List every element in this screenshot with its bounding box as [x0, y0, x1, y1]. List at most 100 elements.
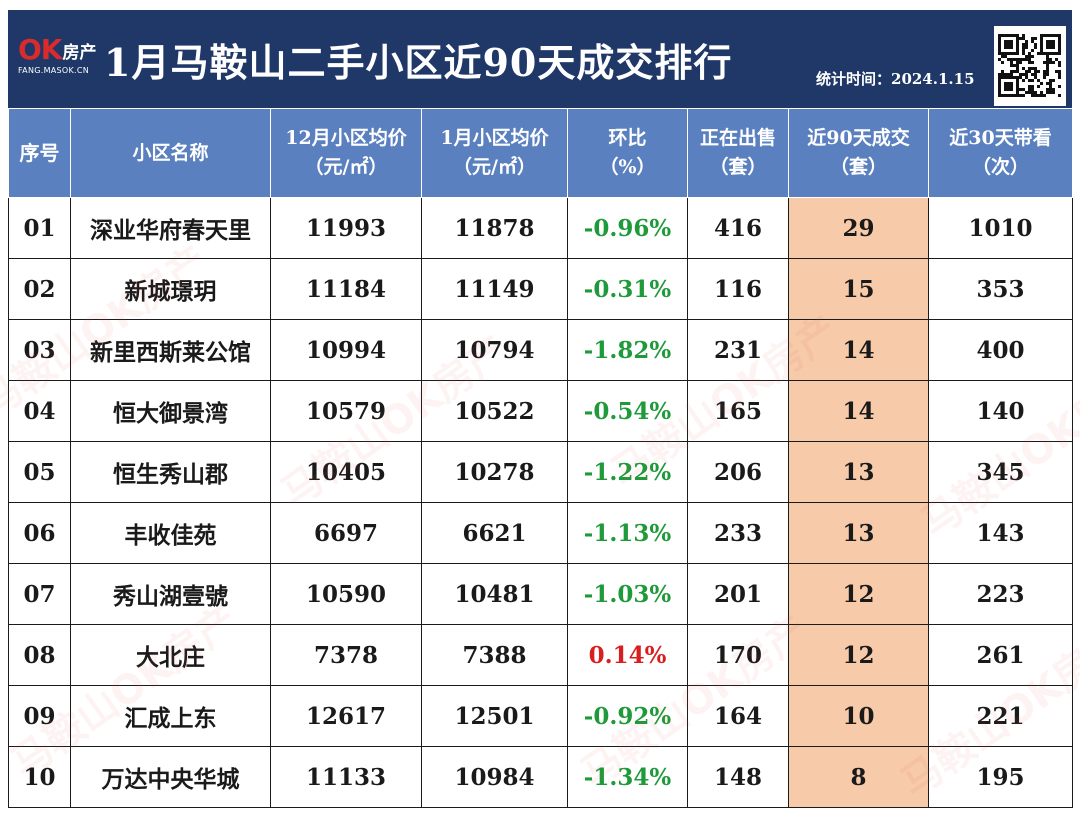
cell-on-sale: 170 [687, 624, 789, 686]
qr-code-icon [994, 26, 1066, 106]
title-banner: OK 房产 FANG.MASOK.CN 1月马鞍山二手小区近90天成交排行 统计… [8, 10, 1072, 108]
col-header-views-30: 近30天带看 （次） [928, 108, 1073, 198]
col-header-change-label: 环比 [608, 127, 647, 149]
table-row: 01 深业华府春天里 11993 11878 -0.96% 416 29 101… [8, 197, 1073, 259]
cell-name: 丰收佳苑 [70, 502, 271, 564]
table-row: 09 汇成上东 12617 12501 -0.92% 164 10 221 [8, 685, 1073, 747]
cell-name: 深业华府春天里 [70, 197, 271, 259]
cell-jan-price: 6621 [421, 502, 568, 564]
cell-dec-price: 6697 [270, 502, 422, 564]
table-row: 10 万达中央华城 11133 10984 -1.34% 148 8 195 [8, 746, 1073, 808]
cell-views-30: 1010 [928, 197, 1073, 259]
cell-views-30: 261 [928, 624, 1073, 686]
logo-brand-text: 房产 [62, 43, 97, 63]
cell-seq: 02 [8, 258, 71, 320]
cell-name: 恒大御景湾 [70, 380, 271, 442]
cell-change: -0.96% [567, 197, 688, 259]
col-header-dec-price-unit: （元/㎡） [304, 156, 388, 178]
cell-seq: 06 [8, 502, 71, 564]
stat-date: 统计时间：2024.1.15 [816, 70, 975, 88]
col-header-dec-price-label: 12月小区均价 [285, 127, 407, 149]
cell-name: 汇成上东 [70, 685, 271, 747]
cell-change: -1.82% [567, 319, 688, 381]
cell-on-sale: 116 [687, 258, 789, 320]
col-header-deals-90-label: 近90天成交 [807, 127, 910, 149]
cell-jan-price: 10794 [421, 319, 568, 381]
cell-deals-90: 12 [788, 563, 929, 625]
col-header-deals-90-unit: （套） [829, 156, 887, 178]
col-header-deals-90: 近90天成交 （套） [788, 108, 929, 198]
cell-dec-price: 11993 [270, 197, 422, 259]
cell-change: -1.34% [567, 746, 688, 808]
table-row: 04 恒大御景湾 10579 10522 -0.54% 165 14 140 [8, 380, 1073, 442]
cell-dec-price: 10994 [270, 319, 422, 381]
cell-dec-price: 11133 [270, 746, 422, 808]
cell-change: 0.14% [567, 624, 688, 686]
ok-fangchan-logo: OK 房产 FANG.MASOK.CN [18, 36, 108, 86]
cell-seq: 04 [8, 380, 71, 442]
cell-change: -1.13% [567, 502, 688, 564]
col-header-dec-price: 12月小区均价 （元/㎡） [270, 108, 422, 198]
cell-jan-price: 11149 [421, 258, 568, 320]
col-header-change-unit: （%） [599, 156, 656, 178]
cell-name: 新城璟玥 [70, 258, 271, 320]
cell-name: 秀山湖壹號 [70, 563, 271, 625]
cell-change: -0.54% [567, 380, 688, 442]
cell-name: 万达中央华城 [70, 746, 271, 808]
cell-seq: 01 [8, 197, 71, 259]
cell-name: 大北庄 [70, 624, 271, 686]
cell-views-30: 195 [928, 746, 1073, 808]
cell-deals-90: 13 [788, 502, 929, 564]
cell-jan-price: 10522 [421, 380, 568, 442]
cell-dec-price: 7378 [270, 624, 422, 686]
col-header-jan-price-label: 1月小区均价 [440, 127, 549, 149]
col-header-seq: 序号 [8, 108, 71, 198]
cell-seq: 05 [8, 441, 71, 503]
table-row: 07 秀山湖壹號 10590 10481 -1.03% 201 12 223 [8, 563, 1073, 625]
table-row: 08 大北庄 7378 7388 0.14% 170 12 261 [8, 624, 1073, 686]
cell-on-sale: 233 [687, 502, 789, 564]
cell-views-30: 400 [928, 319, 1073, 381]
cell-views-30: 221 [928, 685, 1073, 747]
col-header-jan-price: 1月小区均价 （元/㎡） [421, 108, 568, 198]
cell-deals-90: 29 [788, 197, 929, 259]
table-row: 05 恒生秀山郡 10405 10278 -1.22% 206 13 345 [8, 441, 1073, 503]
cell-seq: 07 [8, 563, 71, 625]
cell-deals-90: 12 [788, 624, 929, 686]
cell-dec-price: 10405 [270, 441, 422, 503]
cell-jan-price: 12501 [421, 685, 568, 747]
cell-jan-price: 10481 [421, 563, 568, 625]
cell-on-sale: 231 [687, 319, 789, 381]
cell-views-30: 140 [928, 380, 1073, 442]
cell-name: 新里西斯莱公馆 [70, 319, 271, 381]
col-header-views-30-unit: （次） [971, 156, 1029, 178]
cell-views-30: 353 [928, 258, 1073, 320]
cell-name: 恒生秀山郡 [70, 441, 271, 503]
col-header-jan-price-unit: （元/㎡） [453, 156, 536, 178]
col-header-change: 环比 （%） [567, 108, 688, 198]
cell-views-30: 345 [928, 441, 1073, 503]
page-title: 1月马鞍山二手小区近90天成交排行 [104, 40, 733, 85]
cell-seq: 10 [8, 746, 71, 808]
cell-on-sale: 201 [687, 563, 789, 625]
cell-seq: 08 [8, 624, 71, 686]
cell-seq: 09 [8, 685, 71, 747]
col-header-on-sale: 正在出售 （套） [687, 108, 789, 198]
cell-change: -1.22% [567, 441, 688, 503]
col-header-on-sale-label: 正在出售 [699, 127, 776, 149]
cell-change: -0.31% [567, 258, 688, 320]
col-header-name: 小区名称 [70, 108, 271, 198]
cell-dec-price: 12617 [270, 685, 422, 747]
col-header-on-sale-unit: （套） [709, 156, 767, 178]
cell-deals-90: 10 [788, 685, 929, 747]
table-row: 03 新里西斯莱公馆 10994 10794 -1.82% 231 14 400 [8, 319, 1073, 381]
cell-jan-price: 7388 [421, 624, 568, 686]
cell-deals-90: 15 [788, 258, 929, 320]
cell-jan-price: 11878 [421, 197, 568, 259]
table-row: 02 新城璟玥 11184 11149 -0.31% 116 15 353 [8, 258, 1073, 320]
cell-jan-price: 10278 [421, 441, 568, 503]
cell-dec-price: 10579 [270, 380, 422, 442]
cell-on-sale: 164 [687, 685, 789, 747]
table-row: 06 丰收佳苑 6697 6621 -1.13% 233 13 143 [8, 502, 1073, 564]
